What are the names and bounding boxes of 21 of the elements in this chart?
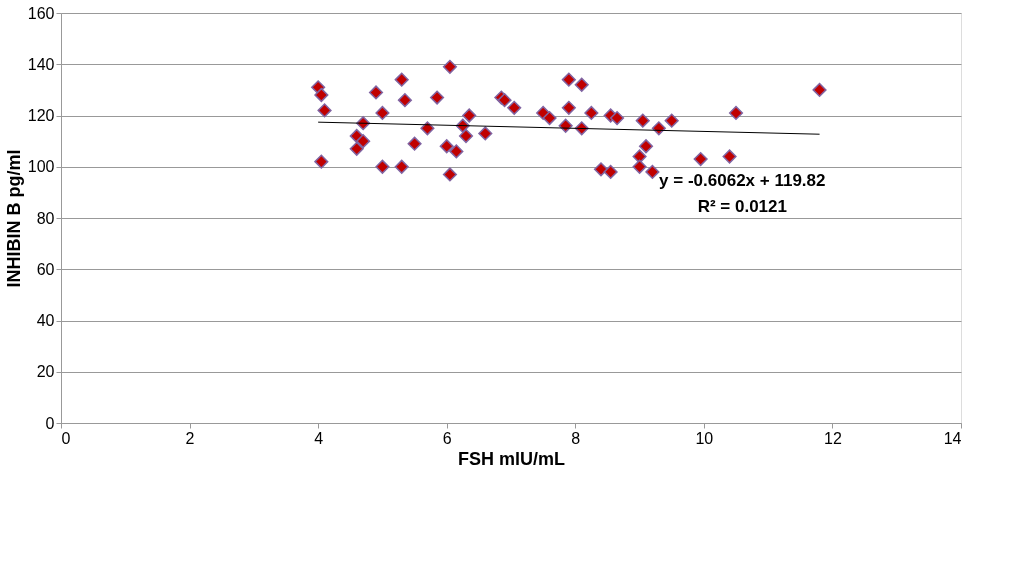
x-tick-label: 8 <box>571 429 581 447</box>
y-tick-label: 0 <box>45 414 55 432</box>
x-axis-title: FSH mlU/mL <box>457 448 566 469</box>
annotation: R² = 0.0121 <box>697 196 787 216</box>
y-tick-label: 40 <box>36 312 55 329</box>
y-axis-title: INHIBIN B pg/ml <box>3 149 24 288</box>
annotation: y = -0.6062x + 119.82 <box>659 170 826 190</box>
y-tick-label: 120 <box>27 107 55 124</box>
x-tick-label: 12 <box>824 429 842 447</box>
x-tick-label: 0 <box>61 429 71 447</box>
x-tick-label: 6 <box>442 429 452 447</box>
x-tick-label: 4 <box>314 429 324 447</box>
x-tick-label: 10 <box>695 429 714 447</box>
y-tick-label: 100 <box>27 158 55 176</box>
y-tick-label: 80 <box>36 209 55 227</box>
x-tick-label: 14 <box>943 429 962 447</box>
x-tick-label: 2 <box>185 429 195 447</box>
y-tick-label: 20 <box>36 363 55 381</box>
y-tick-label: 140 <box>27 55 55 73</box>
y-tick-label: 160 <box>27 4 55 22</box>
y-tick-label: 60 <box>36 260 55 278</box>
